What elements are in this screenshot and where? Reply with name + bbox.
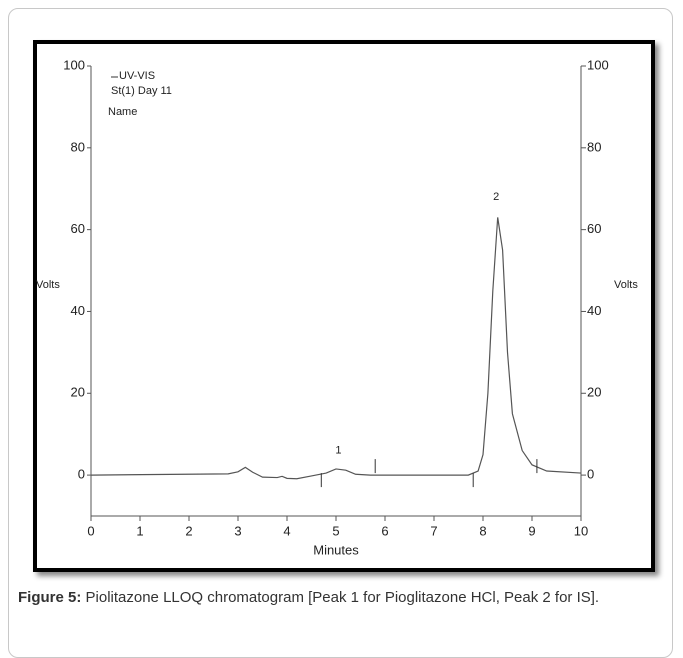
y-tick-label: 40 [71,303,85,318]
y2-tick-label: 80 [587,139,601,154]
legend-entry: Name [108,106,137,118]
y-axis-label: Volts [36,279,60,291]
chart-frame [33,40,655,572]
y-tick-label: 60 [71,221,85,236]
y-tick-label: 0 [78,467,85,482]
y2-tick-label: 100 [587,57,609,72]
y-tick-label: 80 [71,139,85,154]
legend-entry: UV-VIS [119,70,155,82]
x-tick-label: 8 [479,523,486,538]
x-axis-label: Minutes [313,542,359,557]
x-tick-label: 0 [87,523,94,538]
y2-tick-label: 40 [587,303,601,318]
peak-label: 2 [493,191,499,203]
caption: Figure 5: Piolitazone LLOQ chromatogram … [18,586,666,610]
y2-tick-label: 0 [587,467,594,482]
caption-label: Figure 5: [18,589,82,606]
x-tick-label: 1 [136,523,143,538]
y-tick-label: 100 [63,57,85,72]
y2-tick-label: 60 [587,221,601,236]
chart: UV-VIS St(1) Day 11 Name Minutes Volts V… [36,57,638,557]
peak-label: 1 [335,444,341,456]
y2-tick-label: 20 [587,385,601,400]
y-tick-label: 20 [71,385,85,400]
x-tick-label: 2 [185,523,192,538]
y2-axis-label: Volts [614,279,638,291]
x-tick-label: 10 [574,523,588,538]
x-tick-label: 4 [283,523,290,538]
caption-text: Piolitazone LLOQ chromatogram [Peak 1 fo… [85,589,600,606]
chromatogram-line [90,217,582,480]
x-tick-label: 6 [381,523,388,538]
x-tick-label: 7 [430,523,437,538]
legend-entry: St(1) Day 11 [111,85,172,97]
x-tick-label: 9 [528,523,535,538]
x-tick-label: 3 [234,523,241,538]
x-tick-label: 5 [332,523,339,538]
